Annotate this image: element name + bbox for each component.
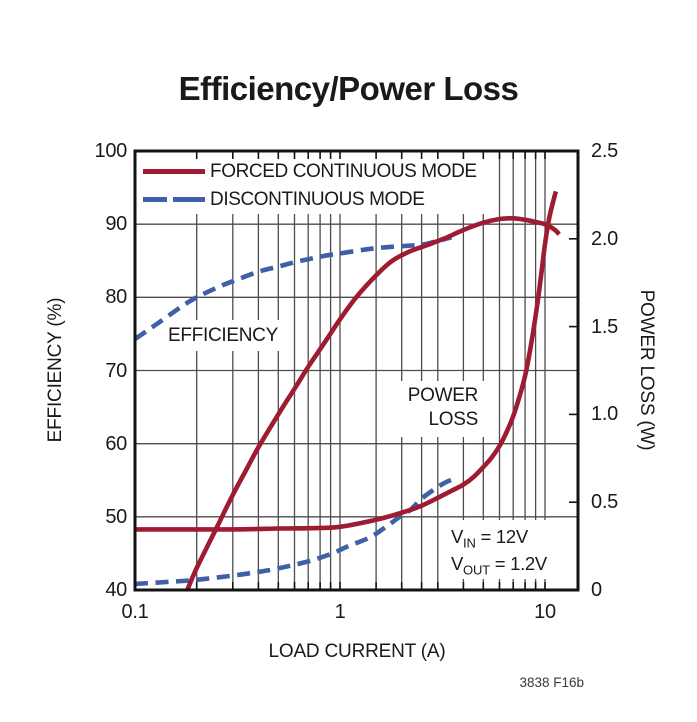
y-right-tick-0: 0 [591,579,602,601]
y-right-tick-2.5: 2.5 [591,140,618,162]
y-left-tick-70: 70 [105,359,127,382]
legend-label-forced-continuous: FORCED CONTINUOUS MODE [210,161,477,182]
y-right-axis-title: POWER LOSS (W) [636,289,657,451]
x-tick-1: 1 [334,601,346,623]
y-left-tick-90: 90 [105,213,127,236]
condition-vin: VIN = 12V [451,526,528,551]
conditions-annotation: VIN = 12V VOUT = 1.2V [451,523,547,577]
y-right-tick-2: 2.0 [591,227,618,250]
figure-number: 3838 F16b [519,675,584,690]
efficiency-curve-label: EFFICIENCY [168,325,278,346]
x-tick-0.1: 0.1 [121,601,149,623]
y-left-axis-title: EFFICIENCY (%) [45,297,66,443]
condition-vout: VOUT = 1.2V [451,553,547,578]
y-left-tick-80: 80 [105,286,127,309]
legend-line-dashed [143,197,205,202]
x-axis-title: LOAD CURRENT (A) [268,641,446,662]
legend: FORCED CONTINUOUS MODE DISCONTINUOUS MOD… [137,154,495,214]
y-left-tick-60: 60 [105,432,127,455]
power-loss-curve-label: POWER LOSS [407,385,479,430]
y-right-tick-1: 1.0 [591,403,618,426]
y-left-tick-40: 40 [105,579,127,601]
y-left-tick-100: 100 [94,140,128,162]
y-left-tick-50: 50 [105,505,127,528]
legend-line-solid [143,169,205,174]
chart-title: Efficiency/Power Loss [178,70,519,107]
legend-label-discontinuous: DISCONTINUOUS MODE [210,189,425,210]
y-right-tick-1.5: 1.5 [591,315,618,338]
x-tick-10: 10 [534,601,556,623]
y-right-tick-0.5: 0.5 [591,491,618,514]
